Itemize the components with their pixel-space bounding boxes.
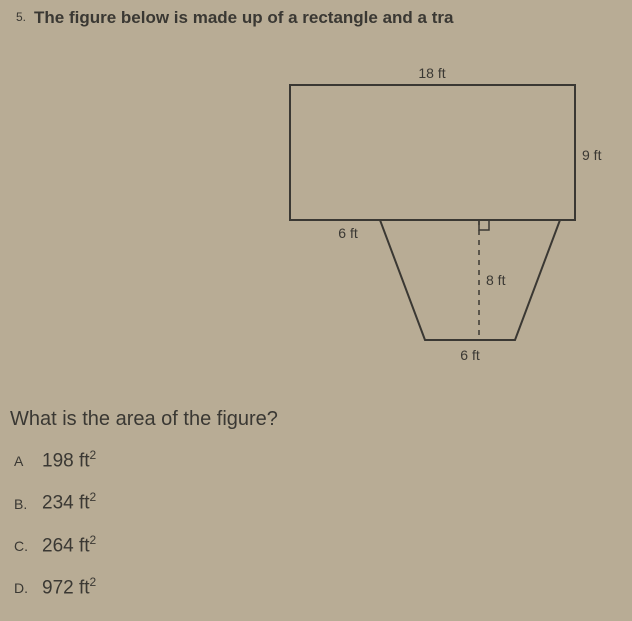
choice-value: 234 ft2 xyxy=(42,490,96,514)
choice-letter: A xyxy=(14,453,42,469)
choice-letter: B. xyxy=(14,496,42,512)
choice-c: C. 264 ft2 xyxy=(14,533,96,557)
label-trap-height: 8 ft xyxy=(486,272,506,288)
label-right: 9 ft xyxy=(582,147,602,163)
question-text: The figure below is made up of a rectang… xyxy=(34,8,453,28)
choice-letter: C. xyxy=(14,538,42,554)
rectangle-shape xyxy=(290,85,575,220)
figure-container: 18 ft 9 ft 6 ft 8 ft 6 ft xyxy=(260,60,620,380)
question-header: 5. The figure below is made up of a rect… xyxy=(16,8,632,28)
choice-value: 198 ft2 xyxy=(42,448,96,472)
choice-d: D. 972 ft2 xyxy=(14,575,96,599)
choice-value: 972 ft2 xyxy=(42,575,96,599)
choice-letter: D. xyxy=(14,580,42,596)
label-bottom: 6 ft xyxy=(460,347,480,363)
label-left-gap: 6 ft xyxy=(338,225,358,241)
question-number: 5. xyxy=(16,10,26,24)
choice-a: A 198 ft2 xyxy=(14,448,96,472)
answer-choices: A 198 ft2 B. 234 ft2 C. 264 ft2 D. 972 f… xyxy=(14,448,96,617)
trapezoid-shape xyxy=(380,220,560,340)
right-angle-marker xyxy=(479,220,489,230)
choice-b: B. 234 ft2 xyxy=(14,490,96,514)
geometry-figure: 18 ft 9 ft 6 ft 8 ft 6 ft xyxy=(260,60,620,380)
question-prompt: What is the area of the figure? xyxy=(10,408,278,431)
choice-value: 264 ft2 xyxy=(42,533,96,557)
label-top: 18 ft xyxy=(418,65,445,81)
